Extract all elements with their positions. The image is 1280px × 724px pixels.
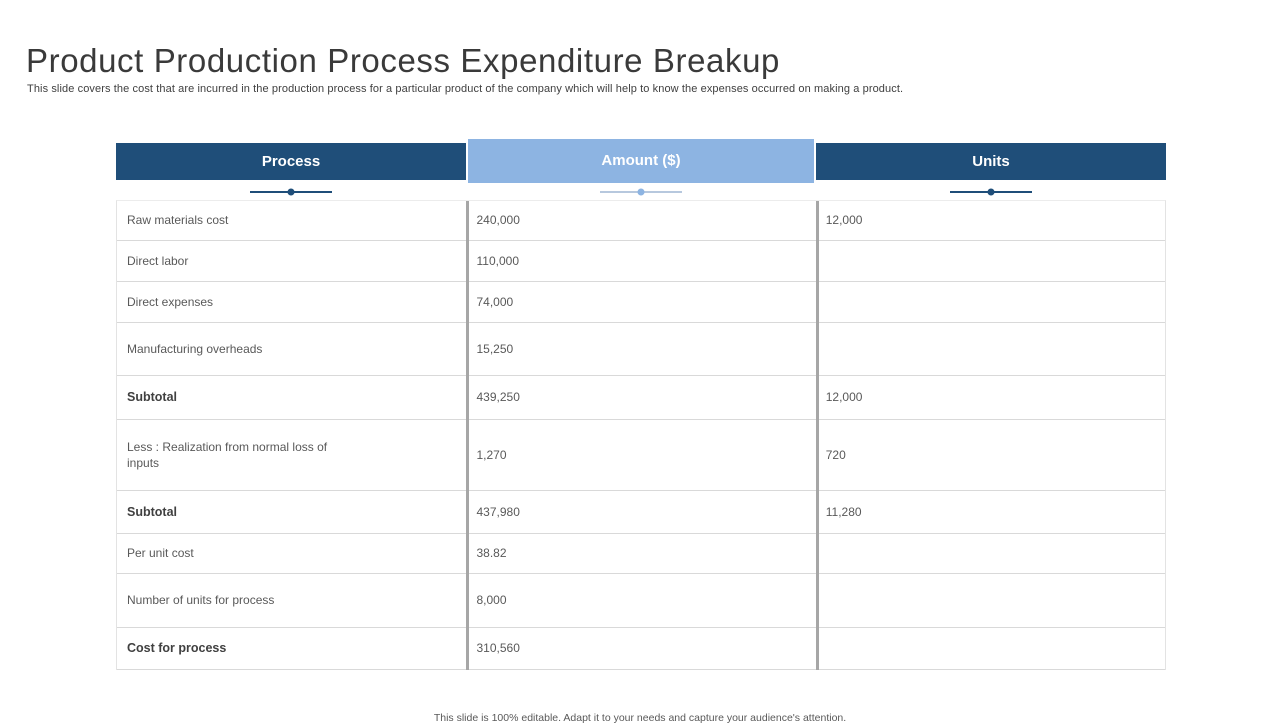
table-row: Less : Realization from normal loss of i… [117, 420, 1165, 491]
table-row: Manufacturing overheads 15,250 [117, 323, 1165, 376]
cell-process: Subtotal [127, 504, 177, 519]
cell-units [816, 574, 1165, 627]
column-shadow-left [466, 201, 469, 670]
underline-dot-icon [987, 188, 995, 195]
cell-amount: 15,250 [476, 341, 514, 356]
column-header-process: Process [116, 142, 466, 180]
slide-subtitle: This slide covers the cost that are incu… [27, 83, 904, 95]
table-body: Raw materials cost 240,000 12,000 Direct… [116, 200, 1166, 670]
cell-units [816, 534, 1165, 573]
page-title: Product Production Process Expenditure B… [26, 42, 781, 80]
table-row: Direct expenses 74,000 [117, 282, 1165, 323]
column-shadow-right [816, 201, 819, 670]
cell-amount: 437,980 [476, 504, 520, 519]
expenditure-table: Process Amount ($) Units Ra [116, 139, 1166, 670]
footer-note: This slide is 100% editable. Adapt it to… [433, 711, 847, 724]
header-underline-row [116, 183, 1166, 200]
cell-process: Manufacturing overheads [127, 341, 263, 356]
cell-process: Less : Realization from normal loss of i… [127, 439, 328, 470]
table-row: Cost for process 310,560 [117, 628, 1165, 670]
cell-units [816, 323, 1165, 375]
table-row: Subtotal 439,250 12,000 [117, 376, 1165, 420]
cell-process: Number of units for process [127, 593, 275, 608]
cell-process: Subtotal [127, 390, 177, 405]
cell-process: Direct expenses [127, 294, 214, 309]
cell-units: 11,280 [825, 504, 862, 519]
column-header-units: Units [816, 142, 1166, 180]
cell-amount: 110,000 [476, 253, 520, 268]
cell-units [816, 282, 1165, 322]
cell-process: Raw materials cost [127, 213, 229, 228]
cell-amount: 310,560 [476, 641, 520, 656]
cell-units [816, 628, 1165, 669]
cell-process: Direct labor [127, 253, 189, 268]
cell-units: 12,000 [825, 390, 863, 405]
table-row: Raw materials cost 240,000 12,000 [117, 201, 1165, 241]
table-row: Per unit cost 38.82 [117, 534, 1165, 574]
process-underline-decoration [116, 187, 466, 196]
cell-units [816, 241, 1165, 281]
cell-amount: 439,250 [476, 390, 520, 405]
units-underline-decoration [816, 187, 1166, 196]
table-row: Number of units for process 8,000 [117, 574, 1165, 628]
cell-amount: 38.82 [476, 546, 507, 561]
cell-process: Cost for process [127, 641, 227, 656]
underline-dot-icon [637, 188, 645, 195]
cell-amount: 1,270 [476, 447, 507, 462]
table-row: Direct labor 110,000 [117, 241, 1165, 282]
cell-amount: 74,000 [476, 294, 514, 309]
column-header-amount: Amount ($) [466, 139, 816, 183]
table-row: Subtotal 437,980 11,280 [117, 491, 1165, 534]
cell-units: 12,000 [825, 213, 863, 228]
cell-amount: 240,000 [476, 213, 520, 228]
amount-underline-decoration [466, 187, 816, 196]
cell-units: 720 [825, 447, 846, 462]
table-header-row: Process Amount ($) Units [116, 139, 1166, 183]
underline-dot-icon [287, 188, 295, 195]
cell-process: Per unit cost [127, 546, 194, 561]
cell-amount: 8,000 [476, 593, 507, 608]
